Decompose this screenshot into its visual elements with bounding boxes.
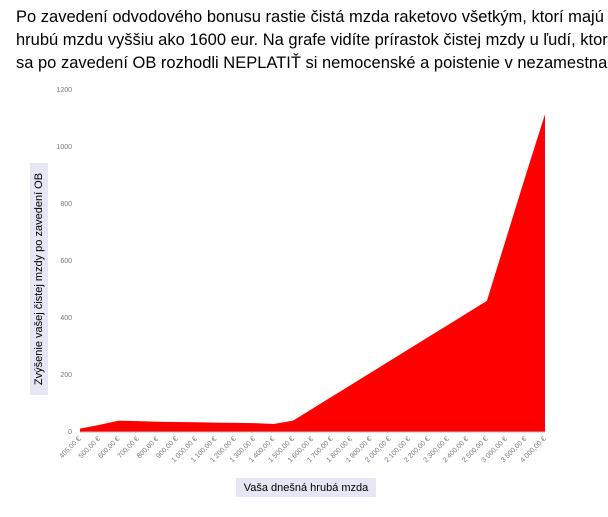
y-tick-label: 400 [60,315,72,322]
y-tick-label: 1200 [56,87,72,94]
x-label-box [236,478,376,497]
x-axis-title: Vaša dnešná hrubá mzda [244,482,369,494]
y-tick-label: 1000 [56,144,72,151]
y-tick-label: 200 [60,372,72,379]
title-line: Po zavedení odvodového bonusu rastie čis… [16,8,608,26]
title-line: hrubú mzdu vyššiu ako 1600 eur. Na grafe… [16,31,608,49]
y-tick-label: 600 [60,258,72,265]
y-tick-label: 0 [68,429,72,436]
y-tick-label: 800 [60,201,72,208]
title-line: sa po zavedení OB rozhodli NEPLATIŤ si n… [16,53,608,72]
area [80,114,545,432]
y-axis-title: Zvýšenie vašej čistej mzdy po zavedení O… [33,173,45,385]
y-label-box [30,163,48,395]
